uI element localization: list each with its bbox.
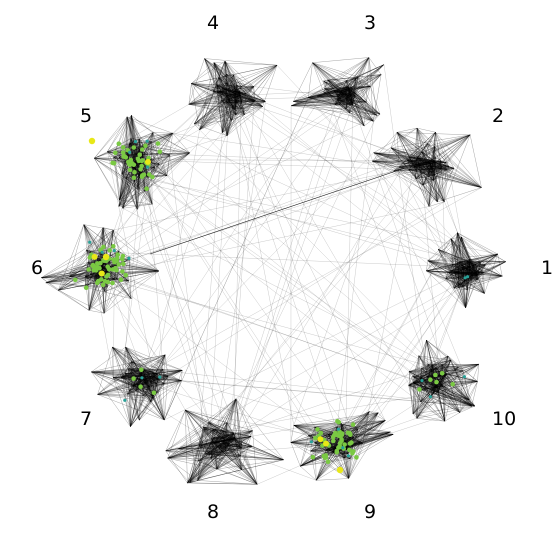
cluster-label-4: 4 <box>207 12 219 34</box>
cluster-label-2: 2 <box>492 105 504 127</box>
intra-cluster-edges <box>41 58 505 485</box>
cluster-label-3: 3 <box>364 12 376 34</box>
cluster-label-5: 5 <box>80 105 92 127</box>
cluster-label-7: 7 <box>80 408 92 430</box>
cluster-label-8: 8 <box>207 501 219 523</box>
cluster-label-6: 6 <box>31 257 43 279</box>
cluster-label-9: 9 <box>364 501 376 523</box>
cluster-label-10: 10 <box>492 408 516 430</box>
cluster-label-1: 1 <box>541 257 553 279</box>
